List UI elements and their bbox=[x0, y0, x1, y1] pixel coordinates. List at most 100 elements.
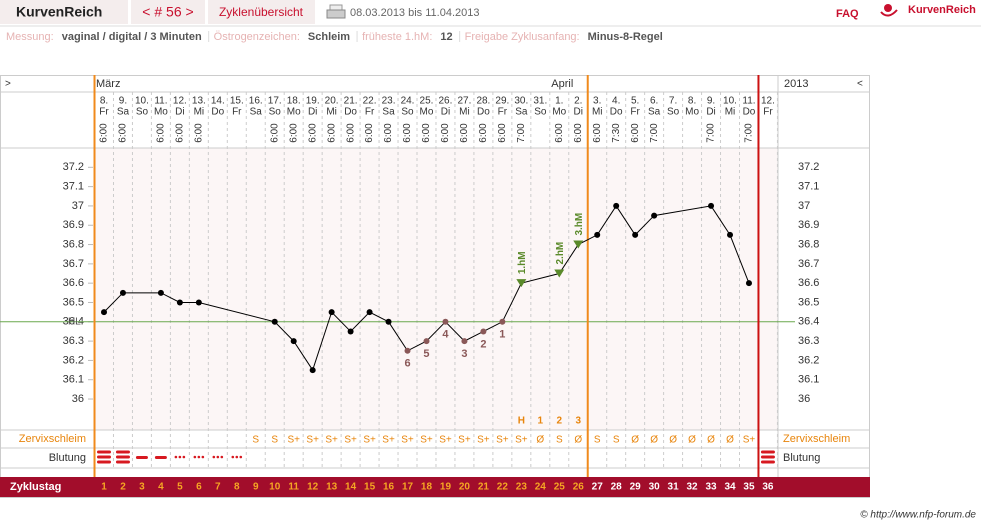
cycle-nav[interactable]: < # 56 > bbox=[142, 4, 193, 20]
weekday: Di bbox=[175, 107, 184, 118]
y-tick-label: 36.2 bbox=[63, 354, 84, 366]
date: 30. bbox=[514, 96, 528, 107]
cycle-day: 27 bbox=[592, 482, 604, 493]
bleeding-bar bbox=[760, 455, 775, 459]
bleeding-bar bbox=[97, 450, 111, 454]
y-tick-label: 36.6 bbox=[63, 277, 84, 289]
mucus: Ø bbox=[536, 435, 544, 446]
time: 6:00 bbox=[497, 123, 508, 143]
cycle-day: 24 bbox=[535, 482, 547, 493]
cycle-day: 32 bbox=[687, 482, 699, 493]
cycle-day: 25 bbox=[554, 482, 566, 493]
mucus: S+ bbox=[344, 435, 357, 446]
y-tick-label-right: 36.1 bbox=[798, 374, 819, 386]
weekday: Do bbox=[211, 107, 224, 118]
temperature-point bbox=[708, 202, 715, 209]
bleeding-dot bbox=[201, 455, 205, 459]
y-tick-label-right: 36.5 bbox=[798, 296, 819, 308]
overview-link[interactable]: Zyklenübersicht bbox=[219, 5, 304, 19]
date: 19. bbox=[306, 96, 320, 107]
weekday: Mo bbox=[685, 107, 699, 118]
bleeding bbox=[97, 450, 111, 464]
bleeding-bar bbox=[115, 450, 130, 454]
bleeding-bar bbox=[760, 450, 775, 454]
weekday: Mo bbox=[154, 107, 168, 118]
nav-tab[interactable] bbox=[131, 0, 205, 24]
weekday: Sa bbox=[250, 107, 263, 118]
cycle-day: 4 bbox=[158, 482, 164, 493]
time: 6:00 bbox=[345, 123, 356, 143]
weekday: Sa bbox=[117, 107, 130, 118]
setting-value: Minus-8-Regel bbox=[588, 31, 663, 43]
y-tick-label-right: 36 bbox=[798, 393, 810, 405]
weekday: Mi bbox=[459, 107, 470, 118]
time: 6:00 bbox=[592, 123, 603, 143]
mucus: S+ bbox=[458, 435, 471, 446]
date: 18. bbox=[287, 96, 301, 107]
setting-label: Freigabe Zyklusanfang: bbox=[465, 31, 580, 43]
setting-label: Messung: bbox=[6, 31, 54, 43]
bleeding-bar bbox=[97, 455, 111, 459]
date: 31. bbox=[533, 96, 547, 107]
time: 6:00 bbox=[99, 123, 110, 143]
setting-label: früheste 1.hM: bbox=[362, 31, 432, 43]
date: 15. bbox=[230, 96, 244, 107]
time: 6:00 bbox=[269, 123, 280, 143]
date: 1. bbox=[555, 96, 563, 107]
time: 6:00 bbox=[573, 123, 584, 143]
temperature-point bbox=[423, 338, 430, 345]
date: 11. bbox=[154, 96, 167, 107]
temperature-line bbox=[103, 205, 750, 372]
logo-dot bbox=[884, 4, 892, 12]
date: 23. bbox=[382, 96, 396, 107]
y-tick-label-right: 37 bbox=[798, 200, 810, 212]
nav-prev[interactable]: > bbox=[5, 79, 11, 90]
mucus: S+ bbox=[382, 435, 395, 446]
weekday: Fr bbox=[498, 107, 508, 118]
weekday: Fr bbox=[630, 107, 640, 118]
low-label: 1 bbox=[499, 329, 505, 341]
temperature-point bbox=[442, 318, 449, 325]
y-tick-label: 36.9 bbox=[63, 219, 84, 231]
date-range: 08.03.2013 bis 11.04.2013 bbox=[350, 7, 479, 19]
cycle-day: 6 bbox=[196, 482, 202, 493]
cycle-day: 5 bbox=[177, 482, 183, 493]
temperature-point bbox=[499, 318, 506, 325]
mucus: S+ bbox=[477, 435, 490, 446]
bleeding-dot bbox=[174, 455, 178, 459]
bleeding-bar bbox=[760, 460, 775, 464]
weekday: Mi bbox=[194, 107, 205, 118]
nav-next[interactable]: < bbox=[857, 79, 863, 90]
y-tick-label-right: 36.4 bbox=[798, 316, 819, 328]
temperature-point bbox=[119, 289, 126, 296]
peak-label: 2 bbox=[556, 416, 562, 427]
weekday: Sa bbox=[382, 107, 395, 118]
time: 6:00 bbox=[175, 123, 186, 143]
cycle-day: 36 bbox=[762, 482, 774, 493]
cycle-day: 8 bbox=[234, 482, 240, 493]
cycle-day-label: Zyklustag bbox=[10, 481, 61, 493]
overview-tab[interactable] bbox=[208, 0, 315, 24]
mucus-label: Zervixschleim bbox=[19, 433, 86, 445]
weekday: So bbox=[269, 107, 282, 118]
mucus: Ø bbox=[707, 435, 715, 446]
bleeding bbox=[115, 450, 130, 464]
bleeding-bar bbox=[115, 455, 130, 459]
mucus: S bbox=[556, 435, 563, 446]
faq-link[interactable]: FAQ bbox=[836, 8, 859, 20]
printer-icon[interactable] bbox=[326, 4, 346, 19]
time: 7:00 bbox=[706, 123, 717, 143]
date: 9. bbox=[707, 96, 715, 107]
temperature-point bbox=[328, 309, 335, 316]
cycle-day: 30 bbox=[649, 482, 661, 493]
y-tick-label: 36.8 bbox=[63, 238, 84, 250]
peak-label: H bbox=[518, 416, 525, 427]
time: 6:00 bbox=[383, 123, 394, 143]
cycle-day: 11 bbox=[288, 482, 299, 493]
mucus: Ø bbox=[726, 435, 734, 446]
date: 8. bbox=[100, 96, 108, 107]
date: 29. bbox=[495, 96, 509, 107]
cycle-day: 20 bbox=[459, 482, 471, 493]
date: 5. bbox=[631, 96, 639, 107]
